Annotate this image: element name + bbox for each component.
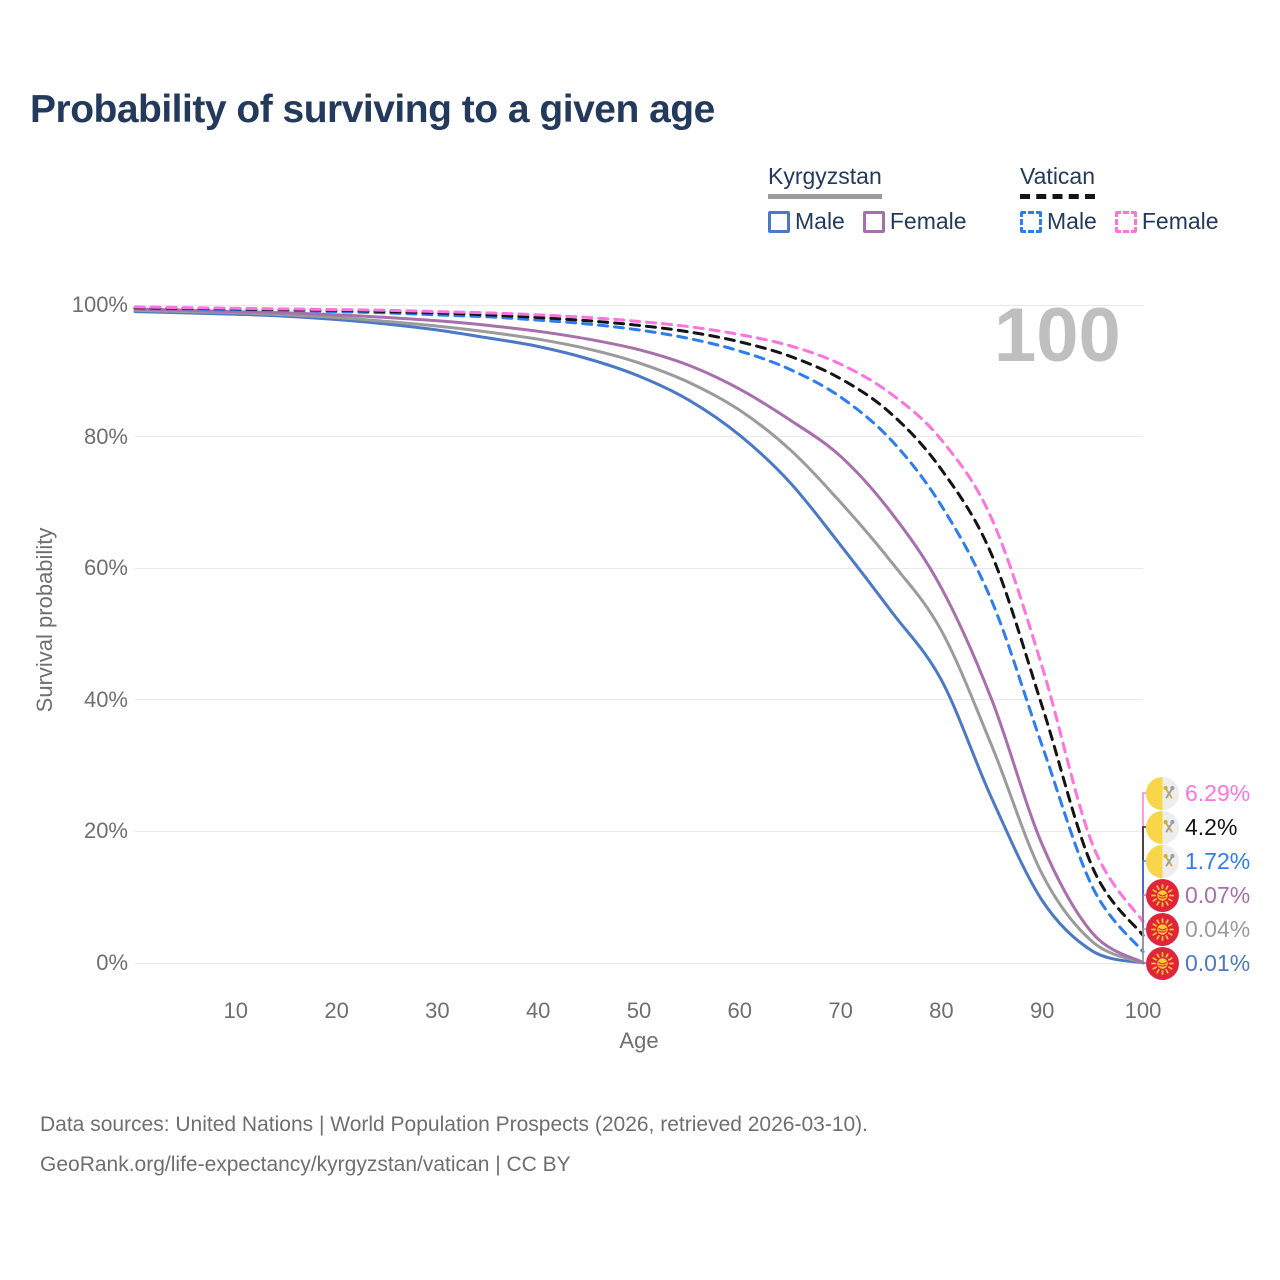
x-tick-label-70: 70 (828, 998, 853, 1023)
legend-label-vatican-male: Male (1047, 208, 1097, 234)
legend-label-kyrgyzstan-female: Female (889, 208, 967, 234)
end-label-value: 6.29% (1185, 779, 1251, 806)
kyrgyzstan-flag-icon (1146, 946, 1179, 980)
gridline-80 (135, 436, 1143, 438)
end-label-0-04-: 0.04% (1146, 912, 1250, 946)
series-line-kyrgyzstan-male (133, 310, 1145, 965)
vatican-flag-icon (1146, 776, 1179, 810)
legend-item-vatican-female[interactable]: Female (1114, 208, 1219, 235)
x-tick-label-60: 60 (727, 998, 753, 1023)
end-label-1-72-: 1.72% (1146, 844, 1250, 878)
vatican-flag-icon (1146, 810, 1179, 844)
end-label-value: 0.04% (1185, 915, 1251, 942)
age-100-watermark: 100 (994, 293, 1121, 378)
kyrgyzstan-flag-icon (1146, 912, 1179, 946)
footer-datasource-line: Data sources: United Nations | World Pop… (40, 1113, 869, 1136)
y-tick-label-60: 60% (83, 555, 128, 581)
end-label-value: 1.72% (1185, 847, 1251, 874)
series-line-vatican-male (133, 306, 1145, 954)
legend-country-vatican[interactable]: Vatican (1020, 163, 1096, 199)
legend-label-kyrgyzstan-male: Male (795, 208, 845, 234)
chart-title: Probability of surviving to a given age (30, 88, 715, 131)
legend-group-vatican: Vatican Male Female (1020, 163, 1219, 235)
series-line-kyrgyzstan-female (133, 307, 1145, 964)
end-label-value: 0.07% (1185, 881, 1251, 908)
x-tick-label-40: 40 (525, 998, 551, 1023)
legend-swatch-vatican-female (1114, 210, 1137, 233)
x-axis-title: Age (619, 1028, 659, 1053)
y-tick-label-100: 100% (71, 292, 128, 317)
gridline-100 (135, 304, 1143, 306)
series-line-vatican-female (133, 305, 1145, 924)
legend-group-kyrgyzstan: Kyrgyzstan Male Female (768, 163, 967, 235)
gridline-0 (135, 962, 1143, 964)
gridline-60 (135, 567, 1143, 569)
vatican-flag-icon (1146, 844, 1179, 878)
series-line-kyrgyzstan-both-sexes (133, 308, 1145, 965)
legend-swatch-vatican-male (1020, 210, 1042, 233)
footer: Data sources: United Nations | World Pop… (40, 1105, 868, 1185)
legend-item-vatican-male[interactable]: Male (1020, 208, 1097, 235)
y-tick-label-80: 80% (83, 423, 128, 449)
x-tick-label-50: 50 (626, 998, 652, 1023)
kyrgyzstan-flag-icon (1146, 878, 1179, 912)
gridline-40 (135, 699, 1143, 701)
footer-attribution-line: GeoRank.org/life-expectancy/kyrgyzstan/v… (40, 1153, 571, 1176)
end-label-0-01-: 0.01% (1146, 946, 1250, 980)
legend-item-kyrgyzstan-male[interactable]: Male (768, 208, 845, 235)
end-label-value: 0.01% (1185, 949, 1251, 976)
legend-country-kyrgyzstan[interactable]: Kyrgyzstan (768, 163, 882, 199)
legend-row-vatican: Male Female (1020, 208, 1219, 235)
series-line-vatican-both-sexes (133, 306, 1145, 937)
end-label-value: 4.2% (1185, 813, 1238, 840)
legend-label-vatican-female: Female (1141, 208, 1219, 234)
y-tick-label-40: 40% (83, 686, 128, 712)
x-tick-label-20: 20 (324, 998, 349, 1023)
y-tick-label-0: 0% (96, 950, 128, 975)
x-tick-label-10: 10 (223, 998, 249, 1023)
legend-row-kyrgyzstan: Male Female (768, 208, 967, 235)
legend-swatch-kyrgyzstan-female (862, 210, 885, 233)
end-label-6-29-: 6.29% (1146, 776, 1250, 810)
x-tick-label-30: 30 (425, 998, 450, 1023)
x-tick-label-90: 90 (1029, 998, 1055, 1023)
end-label-4-2-: 4.2% (1146, 810, 1237, 844)
gridline-20 (135, 830, 1143, 832)
end-label-0-07-: 0.07% (1146, 878, 1250, 912)
x-tick-label-100: 100 (1124, 998, 1162, 1023)
legend-item-kyrgyzstan-female[interactable]: Female (862, 208, 967, 235)
y-tick-label-20: 20% (83, 818, 128, 844)
x-tick-label-80: 80 (929, 998, 954, 1023)
legend-swatch-kyrgyzstan-male (768, 210, 790, 233)
